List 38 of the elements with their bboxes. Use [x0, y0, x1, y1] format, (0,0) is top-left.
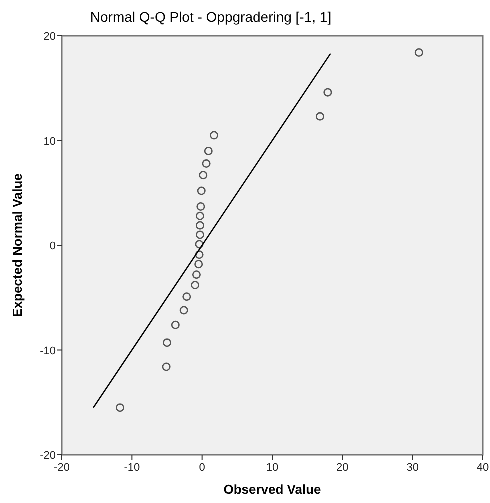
point — [202, 160, 211, 168]
point — [197, 186, 206, 196]
point — [171, 320, 180, 330]
point — [182, 292, 192, 302]
y-tick-label: 20 — [44, 31, 56, 43]
point — [116, 404, 124, 412]
point — [204, 146, 213, 156]
x-tick-label: -10 — [124, 462, 140, 474]
x-tick-label: 10 — [266, 462, 279, 474]
point — [194, 260, 204, 269]
x-tick-label: -20 — [54, 462, 70, 474]
x-tick-label: 20 — [336, 462, 349, 474]
x-tick-label: 30 — [406, 462, 419, 474]
x-tick-label: 40 — [476, 462, 490, 474]
x-axis-title: Observed Value — [224, 482, 322, 497]
point — [316, 112, 324, 121]
point — [180, 306, 188, 315]
point — [196, 212, 204, 220]
point — [196, 202, 206, 211]
y-tick-label: 0 — [50, 240, 56, 252]
point — [210, 131, 219, 140]
point — [324, 88, 332, 97]
y-tick-label: -20 — [40, 450, 56, 462]
point — [196, 230, 204, 240]
y-tick-label: 10 — [44, 136, 56, 148]
chart-title: Normal Q-Q Plot - Oppgradering [-1, 1] — [90, 9, 332, 25]
point — [192, 270, 201, 280]
y-tick-label: -10 — [40, 345, 56, 358]
y-axis-title: Expected Normal Value — [10, 174, 25, 318]
point — [196, 221, 204, 230]
point — [162, 362, 171, 372]
x-tick-label: 0 — [199, 462, 206, 474]
point — [199, 171, 208, 180]
point — [191, 281, 200, 290]
point — [195, 240, 204, 249]
point — [414, 48, 424, 58]
point — [195, 250, 204, 260]
point — [163, 338, 172, 348]
